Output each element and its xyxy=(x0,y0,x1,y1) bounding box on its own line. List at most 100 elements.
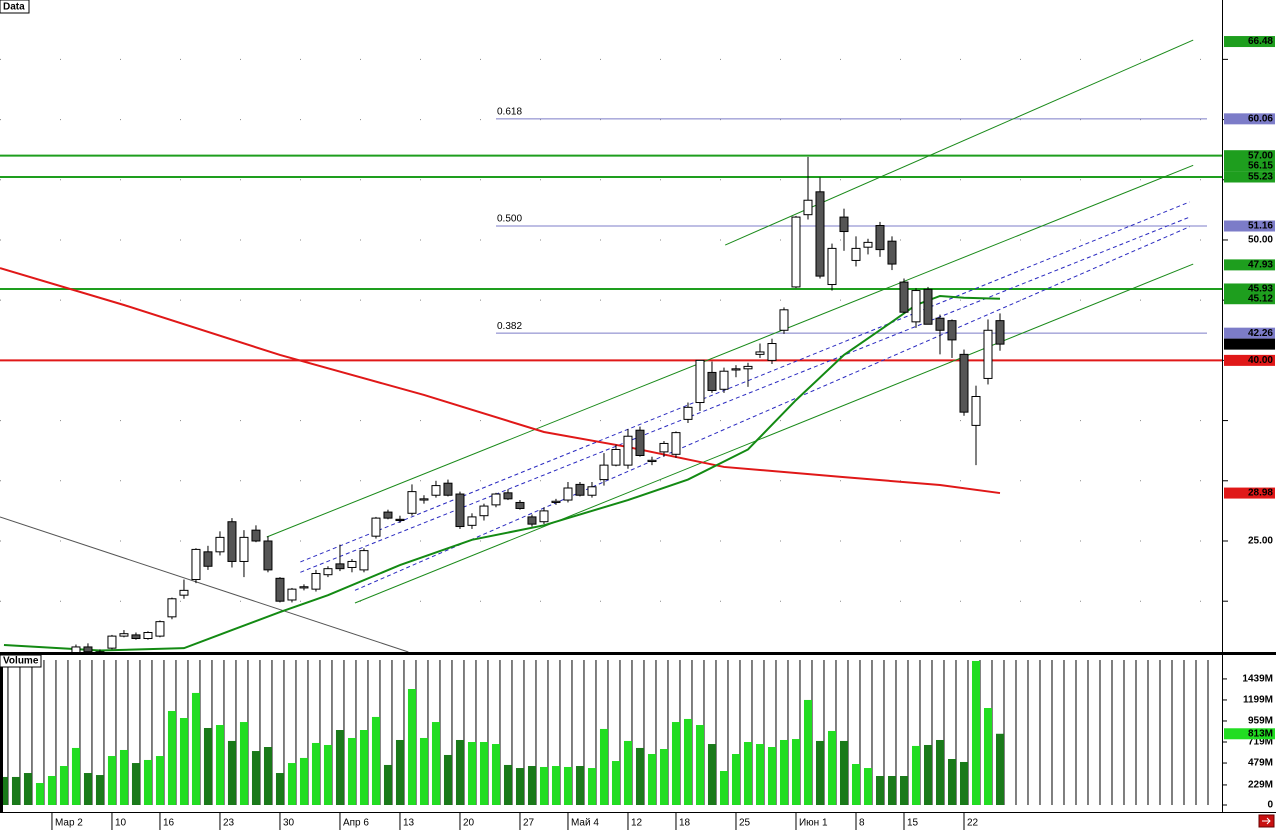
volume-bar xyxy=(839,740,848,805)
volume-bar xyxy=(83,773,92,805)
price-label: 42.26 xyxy=(1248,328,1273,339)
x-tick-label: Мар 2 xyxy=(55,818,83,829)
candle-body xyxy=(371,517,381,537)
volume-bar xyxy=(263,747,272,805)
volume-bar xyxy=(131,763,140,805)
price-label-box xyxy=(1224,338,1275,350)
price-label: 28.98 xyxy=(1248,488,1273,499)
volume-bar xyxy=(887,776,896,805)
candle-body xyxy=(911,290,921,323)
volume-bar xyxy=(227,740,236,805)
volume-bar xyxy=(923,744,932,805)
trendline xyxy=(300,216,1190,573)
candle-body xyxy=(899,281,909,313)
candle-body xyxy=(863,241,873,248)
volume-bar xyxy=(347,737,356,805)
volume-bar xyxy=(383,764,392,805)
candle-body xyxy=(947,320,957,341)
volume-bar xyxy=(467,742,476,805)
x-tick-label: Май 4 xyxy=(571,818,599,829)
volume-bar xyxy=(611,761,620,805)
x-tick-label: Апр 6 xyxy=(343,818,369,829)
volume-bar xyxy=(71,747,80,805)
candle-body xyxy=(191,548,201,581)
price-label: 47.93 xyxy=(1248,260,1273,271)
candle-body xyxy=(839,216,849,233)
trendline xyxy=(354,263,1194,604)
volume-bar xyxy=(287,763,296,805)
volume-bar xyxy=(503,764,512,805)
candle-body xyxy=(407,491,417,514)
volume-bar xyxy=(539,766,548,805)
volume-bar xyxy=(299,757,308,805)
volume-bar xyxy=(0,776,8,805)
price-label: 60.06 xyxy=(1248,113,1273,124)
volume-bar xyxy=(155,756,164,805)
volume-bar xyxy=(371,716,380,805)
candle-body xyxy=(287,588,297,601)
candle-body xyxy=(275,577,285,602)
candle-body xyxy=(479,505,489,517)
volume-bar xyxy=(311,742,320,805)
candle-body xyxy=(731,368,741,371)
candle-body xyxy=(707,371,717,391)
volume-bar xyxy=(863,768,872,805)
price-label: 56.15 xyxy=(1248,161,1273,172)
candle-body xyxy=(431,485,441,496)
trendline xyxy=(300,201,1190,563)
x-tick-label: 15 xyxy=(907,818,919,829)
volume-bar xyxy=(851,763,860,805)
y-tick-label: 50.00 xyxy=(1248,235,1273,246)
volume-bar xyxy=(743,742,752,805)
candle-body xyxy=(647,459,657,463)
x-tick-label: 8 xyxy=(859,818,865,829)
panel-divider xyxy=(0,652,1276,655)
x-tick-label: 16 xyxy=(163,818,175,829)
candle-body xyxy=(203,551,213,567)
candle-body xyxy=(599,464,609,481)
price-label: 55.23 xyxy=(1248,172,1273,183)
volume-bar xyxy=(335,730,344,805)
y-tick-label: 479M xyxy=(1248,758,1273,769)
x-tick-label: 18 xyxy=(679,818,691,829)
price-label-box xyxy=(1224,36,1275,48)
candle-body xyxy=(611,448,621,466)
candle-body xyxy=(755,351,765,355)
chart-title: Data xyxy=(3,2,25,13)
volume-bar xyxy=(971,660,980,805)
volume-bar xyxy=(935,739,944,805)
trendline xyxy=(724,39,1194,246)
title-box xyxy=(0,0,30,14)
moving-average xyxy=(0,267,1001,495)
volume-bar xyxy=(827,730,836,805)
y-tick-label: 1199M xyxy=(1243,695,1273,706)
chart-title: Volume xyxy=(3,656,39,667)
volume-bar xyxy=(695,725,704,805)
candle-body xyxy=(395,518,405,522)
y-tick-label: 0 xyxy=(1267,800,1273,811)
volume-bar xyxy=(671,722,680,805)
candle-body xyxy=(227,521,237,562)
volume-bar xyxy=(995,733,1004,805)
volume-bar xyxy=(59,766,68,805)
y-tick-label: 229M xyxy=(1248,780,1273,791)
volume-bar xyxy=(563,766,572,805)
volume-bar xyxy=(779,739,788,805)
volume-bar xyxy=(947,759,956,805)
volume-bar xyxy=(323,744,332,805)
volume-bar xyxy=(179,718,188,805)
candle-body xyxy=(743,365,753,370)
x-tick-label: Июн 1 xyxy=(799,818,828,829)
price-label: 66.48 xyxy=(1248,36,1273,47)
volume-bar xyxy=(791,739,800,805)
candle-body xyxy=(971,395,981,426)
x-tick-label: 25 xyxy=(739,818,751,829)
price-label-box xyxy=(1224,487,1275,499)
candle-body xyxy=(635,429,645,456)
volume-bar xyxy=(419,737,428,805)
candle-body xyxy=(803,199,813,216)
price-label-box xyxy=(1224,220,1275,232)
candle-body xyxy=(779,309,789,331)
candle-body xyxy=(359,550,369,571)
